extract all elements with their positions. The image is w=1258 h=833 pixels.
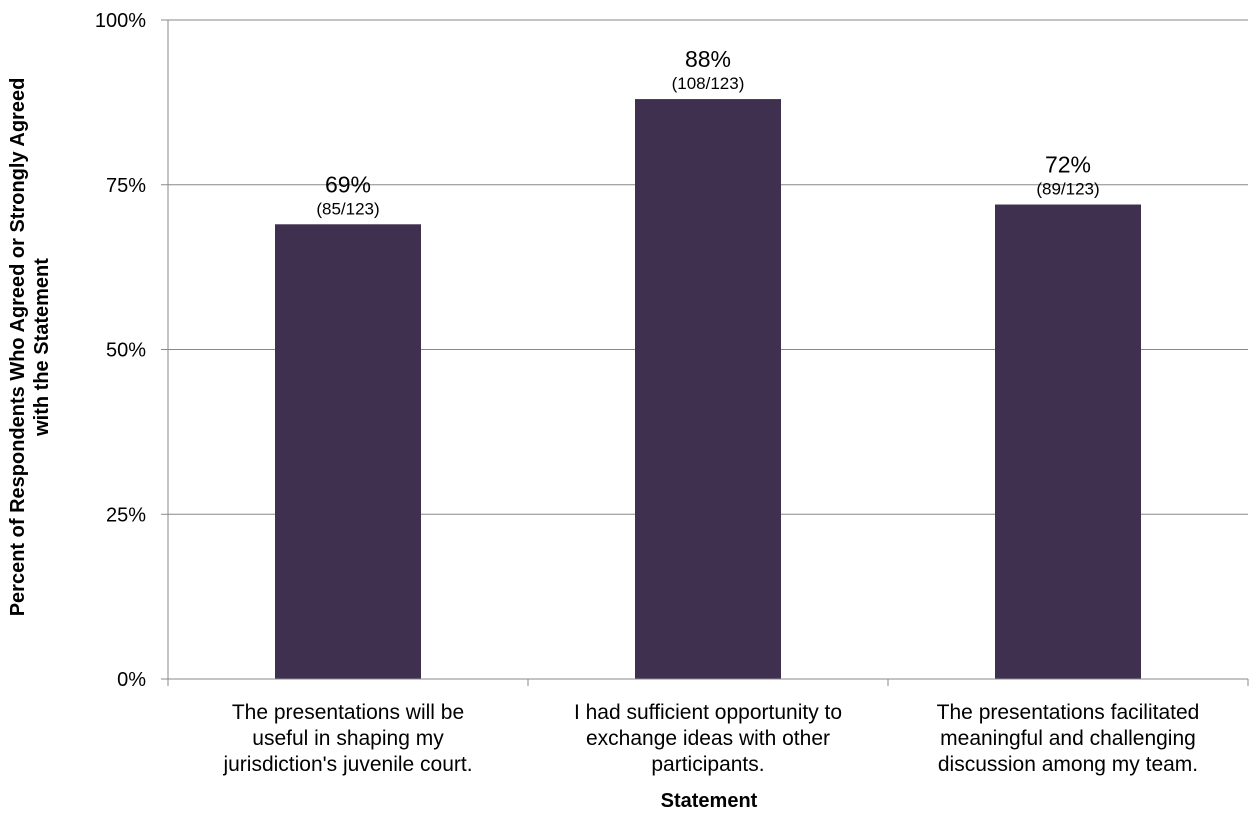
bar [635,99,781,679]
value-label: 88% [685,46,731,72]
fraction-label: (108/123) [672,74,745,93]
x-category-label-line: The presentations will be [232,701,464,724]
x-axis-title: Statement [661,790,758,812]
x-category-label-line: jurisdiction's juvenile court. [222,753,472,776]
y-tick-label: 75% [106,175,146,197]
bar [995,204,1141,679]
y-axis-title-line-2: with the Statement [31,258,53,437]
x-category-label-line: I had sufficient opportunity to [574,701,842,724]
x-category-label-line: participants. [651,753,764,776]
bar [275,224,421,680]
bars [275,99,1141,680]
x-category-label-line: discussion among my team. [938,753,1198,776]
x-category-labels: The presentations will be useful in shapi… [222,701,1199,776]
axes [161,19,1249,686]
y-tick-labels: 0% 25% 50% 75% 100% [95,10,146,691]
y-tick-label: 100% [95,10,146,32]
data-labels: 69% (85/123) 88% (108/123) 72% (89/123) [316,46,1099,218]
x-category-label: The presentations facilitated meaningful … [937,701,1200,776]
x-category-label-line: exchange ideas with other [586,727,830,750]
x-category-label-line: meaningful and challenging [940,727,1196,750]
value-label: 69% [325,171,371,197]
y-tick-label: 50% [106,340,146,362]
x-category-label-line: The presentations facilitated [937,701,1200,724]
x-category-label-line: useful in shaping my [252,727,444,750]
value-label: 72% [1045,152,1091,178]
y-tick-label: 0% [117,669,146,691]
fraction-label: (85/123) [316,199,379,218]
y-tick-label: 25% [106,504,146,526]
fraction-label: (89/123) [1036,180,1099,199]
x-category-label: I had sufficient opportunity to exchange … [574,701,842,776]
y-axis-title: Percent of Respondents Who Agreed or Str… [7,78,53,617]
x-category-label: The presentations will be useful in shapi… [222,701,472,776]
y-axis-title-line-1: Percent of Respondents Who Agreed or Str… [7,78,29,617]
